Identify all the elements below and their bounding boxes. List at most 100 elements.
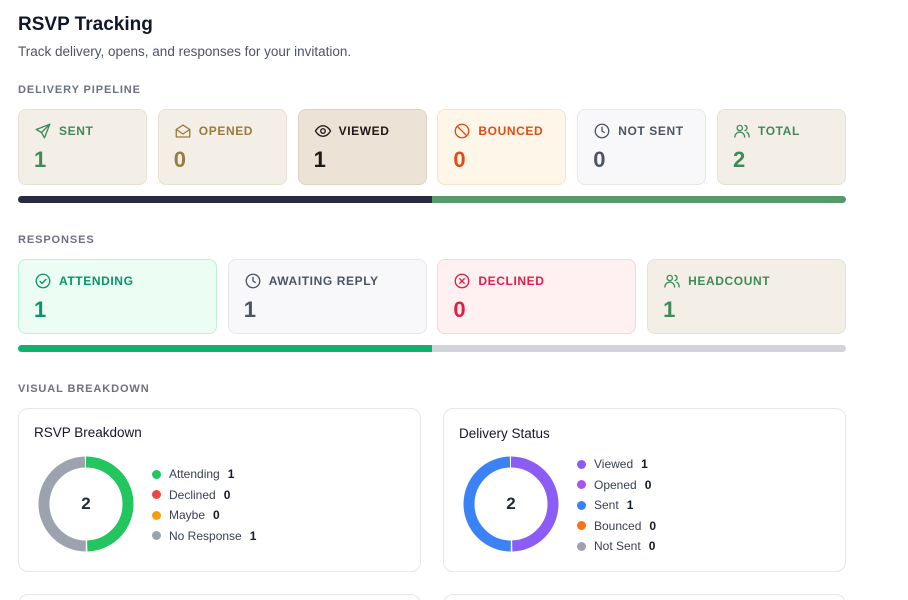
card-header: AWAITING REPLY — [244, 272, 411, 290]
legend-item-bounced: Bounced 0 — [577, 516, 656, 537]
donut-slice-no-response[interactable] — [38, 456, 134, 552]
check-circle-icon — [35, 273, 51, 289]
card-header: HEADCOUNT — [663, 272, 830, 290]
responses-progress-bar — [18, 345, 846, 352]
legend-label: Not Sent — [594, 539, 641, 554]
legend-item-viewed: Viewed 1 — [577, 454, 656, 475]
legend-item-sent: Sent 1 — [577, 495, 656, 516]
delivery-pipeline-label: DELIVERY PIPELINE — [18, 84, 141, 96]
legend-count: 0 — [223, 487, 231, 502]
clock-icon — [594, 123, 610, 139]
legend-item-opened: Opened 0 — [577, 475, 656, 496]
legend-dot — [152, 531, 161, 541]
card-label: TOTAL — [758, 124, 800, 138]
card-value: 0 — [453, 297, 466, 322]
rsvp-legend: Attending 1 Declined 0 Maybe 0 No Response 1 — [152, 464, 256, 546]
card-viewed[interactable]: VIEWED 1 — [297, 109, 427, 185]
card-headcount[interactable]: HEADCOUNT 1 — [647, 259, 847, 334]
visual-breakdown-label: VISUAL BREAKDOWN — [18, 383, 150, 395]
card-header: NOT SENT — [593, 122, 690, 140]
delivery-status-legend: Viewed 1 Opened 0 Sent 1 Bounced 0 Not Sent 0 — [577, 454, 656, 557]
legend-label: Viewed — [594, 457, 634, 472]
delivery-donut-chart: 2 — [462, 455, 560, 553]
card-label: OPENED — [198, 124, 254, 138]
card-header: BOUNCED — [453, 122, 550, 140]
legend-label: No Response — [169, 528, 242, 543]
legend-label: Attending — [169, 467, 220, 482]
legend-label: Sent — [594, 498, 619, 513]
card-header: OPENED — [174, 122, 271, 140]
legend-count: 1 — [227, 467, 235, 482]
card-label: DECLINED — [478, 274, 545, 288]
legend-count: 1 — [249, 528, 257, 543]
legend-label: Opened — [594, 477, 637, 492]
card-header: VIEWED — [314, 122, 411, 140]
card-header: DECLINED — [453, 272, 620, 290]
legend-count: 1 — [641, 457, 648, 472]
legend-count: 0 — [644, 477, 652, 492]
donut-slice-sent[interactable] — [463, 456, 559, 552]
card-value: 0 — [173, 147, 187, 172]
envelope-open-icon — [175, 124, 191, 138]
card-label: AWAITING REPLY — [268, 274, 379, 288]
card-bounced[interactable]: BOUNCED 0 — [437, 109, 567, 185]
card-label: NOT SENT — [618, 124, 684, 138]
panel-placeholder-right — [443, 594, 846, 600]
rsvp-breakdown-panel: RSVP Breakdown 2 Attending 1 Declined 0 Mayb… — [18, 408, 421, 572]
card-value: 2 — [733, 147, 746, 172]
card-label: SENT — [59, 124, 94, 138]
card-total[interactable]: TOTAL 2 — [717, 109, 846, 185]
legend-item-no-response: No Response 1 — [152, 526, 256, 547]
legend-label: Declined — [169, 487, 216, 502]
card-declined[interactable]: DECLINED 0 — [437, 259, 637, 334]
donut-slice-viewed[interactable] — [463, 456, 559, 552]
x-circle-icon — [454, 273, 470, 289]
progress-segment-viewed — [18, 196, 432, 203]
responses-label: RESPONSES — [18, 234, 95, 246]
progress-segment-attending — [18, 345, 432, 352]
card-value: 1 — [243, 297, 256, 322]
card-value: 1 — [313, 147, 326, 172]
card-header: ATTENDING — [34, 272, 201, 290]
card-opened[interactable]: OPENED 0 — [157, 109, 287, 185]
card-header: TOTAL — [733, 122, 830, 140]
card-value: 1 — [663, 297, 676, 322]
legend-count: 1 — [626, 498, 634, 513]
card-value: 1 — [34, 147, 47, 172]
legend-count: 0 — [648, 539, 656, 554]
legend-dot — [577, 500, 586, 510]
legend-count: 0 — [213, 508, 220, 523]
send-icon — [35, 123, 51, 139]
card-value: 0 — [593, 147, 606, 172]
legend-dot — [152, 490, 161, 500]
legend-dot — [577, 521, 586, 531]
legend-dot — [577, 541, 586, 551]
card-not-sent[interactable]: NOT SENT 0 — [577, 109, 707, 185]
card-sent[interactable]: SENT 1 — [18, 109, 147, 185]
delivery-status-panel: Delivery Status 2 Viewed 1 Opened 0 Sent 1 Bou… — [443, 408, 846, 572]
legend-label: Maybe — [169, 508, 206, 523]
rsvp-donut-total: 2 — [81, 494, 91, 513]
legend-item-declined: Declined 0 — [152, 485, 256, 506]
card-value: 1 — [34, 297, 47, 322]
card-awaiting[interactable]: AWAITING REPLY 1 — [227, 259, 427, 334]
page-subtitle: Track delivery, opens, and responses for… — [18, 44, 352, 59]
card-label: BOUNCED — [478, 124, 544, 138]
clock-icon — [245, 273, 261, 289]
card-value: 0 — [453, 147, 466, 172]
card-label: HEADCOUNT — [688, 274, 771, 288]
legend-count: 0 — [649, 518, 657, 533]
delivery-status-title: Delivery Status — [459, 426, 550, 441]
users-icon — [734, 124, 750, 138]
card-attending[interactable]: ATTENDING 1 — [18, 259, 217, 334]
users-icon — [664, 274, 680, 288]
card-label: VIEWED — [338, 124, 390, 138]
ban-icon — [454, 123, 470, 139]
donut-slice-attending[interactable] — [38, 456, 134, 552]
delivery-progress-bar — [18, 196, 846, 203]
progress-segment-remaining — [432, 345, 846, 352]
rsvp-breakdown-title: RSVP Breakdown — [34, 425, 142, 440]
page-title: RSVP Tracking — [18, 14, 153, 35]
legend-dot — [152, 469, 161, 479]
delivery-donut-total: 2 — [506, 494, 516, 513]
